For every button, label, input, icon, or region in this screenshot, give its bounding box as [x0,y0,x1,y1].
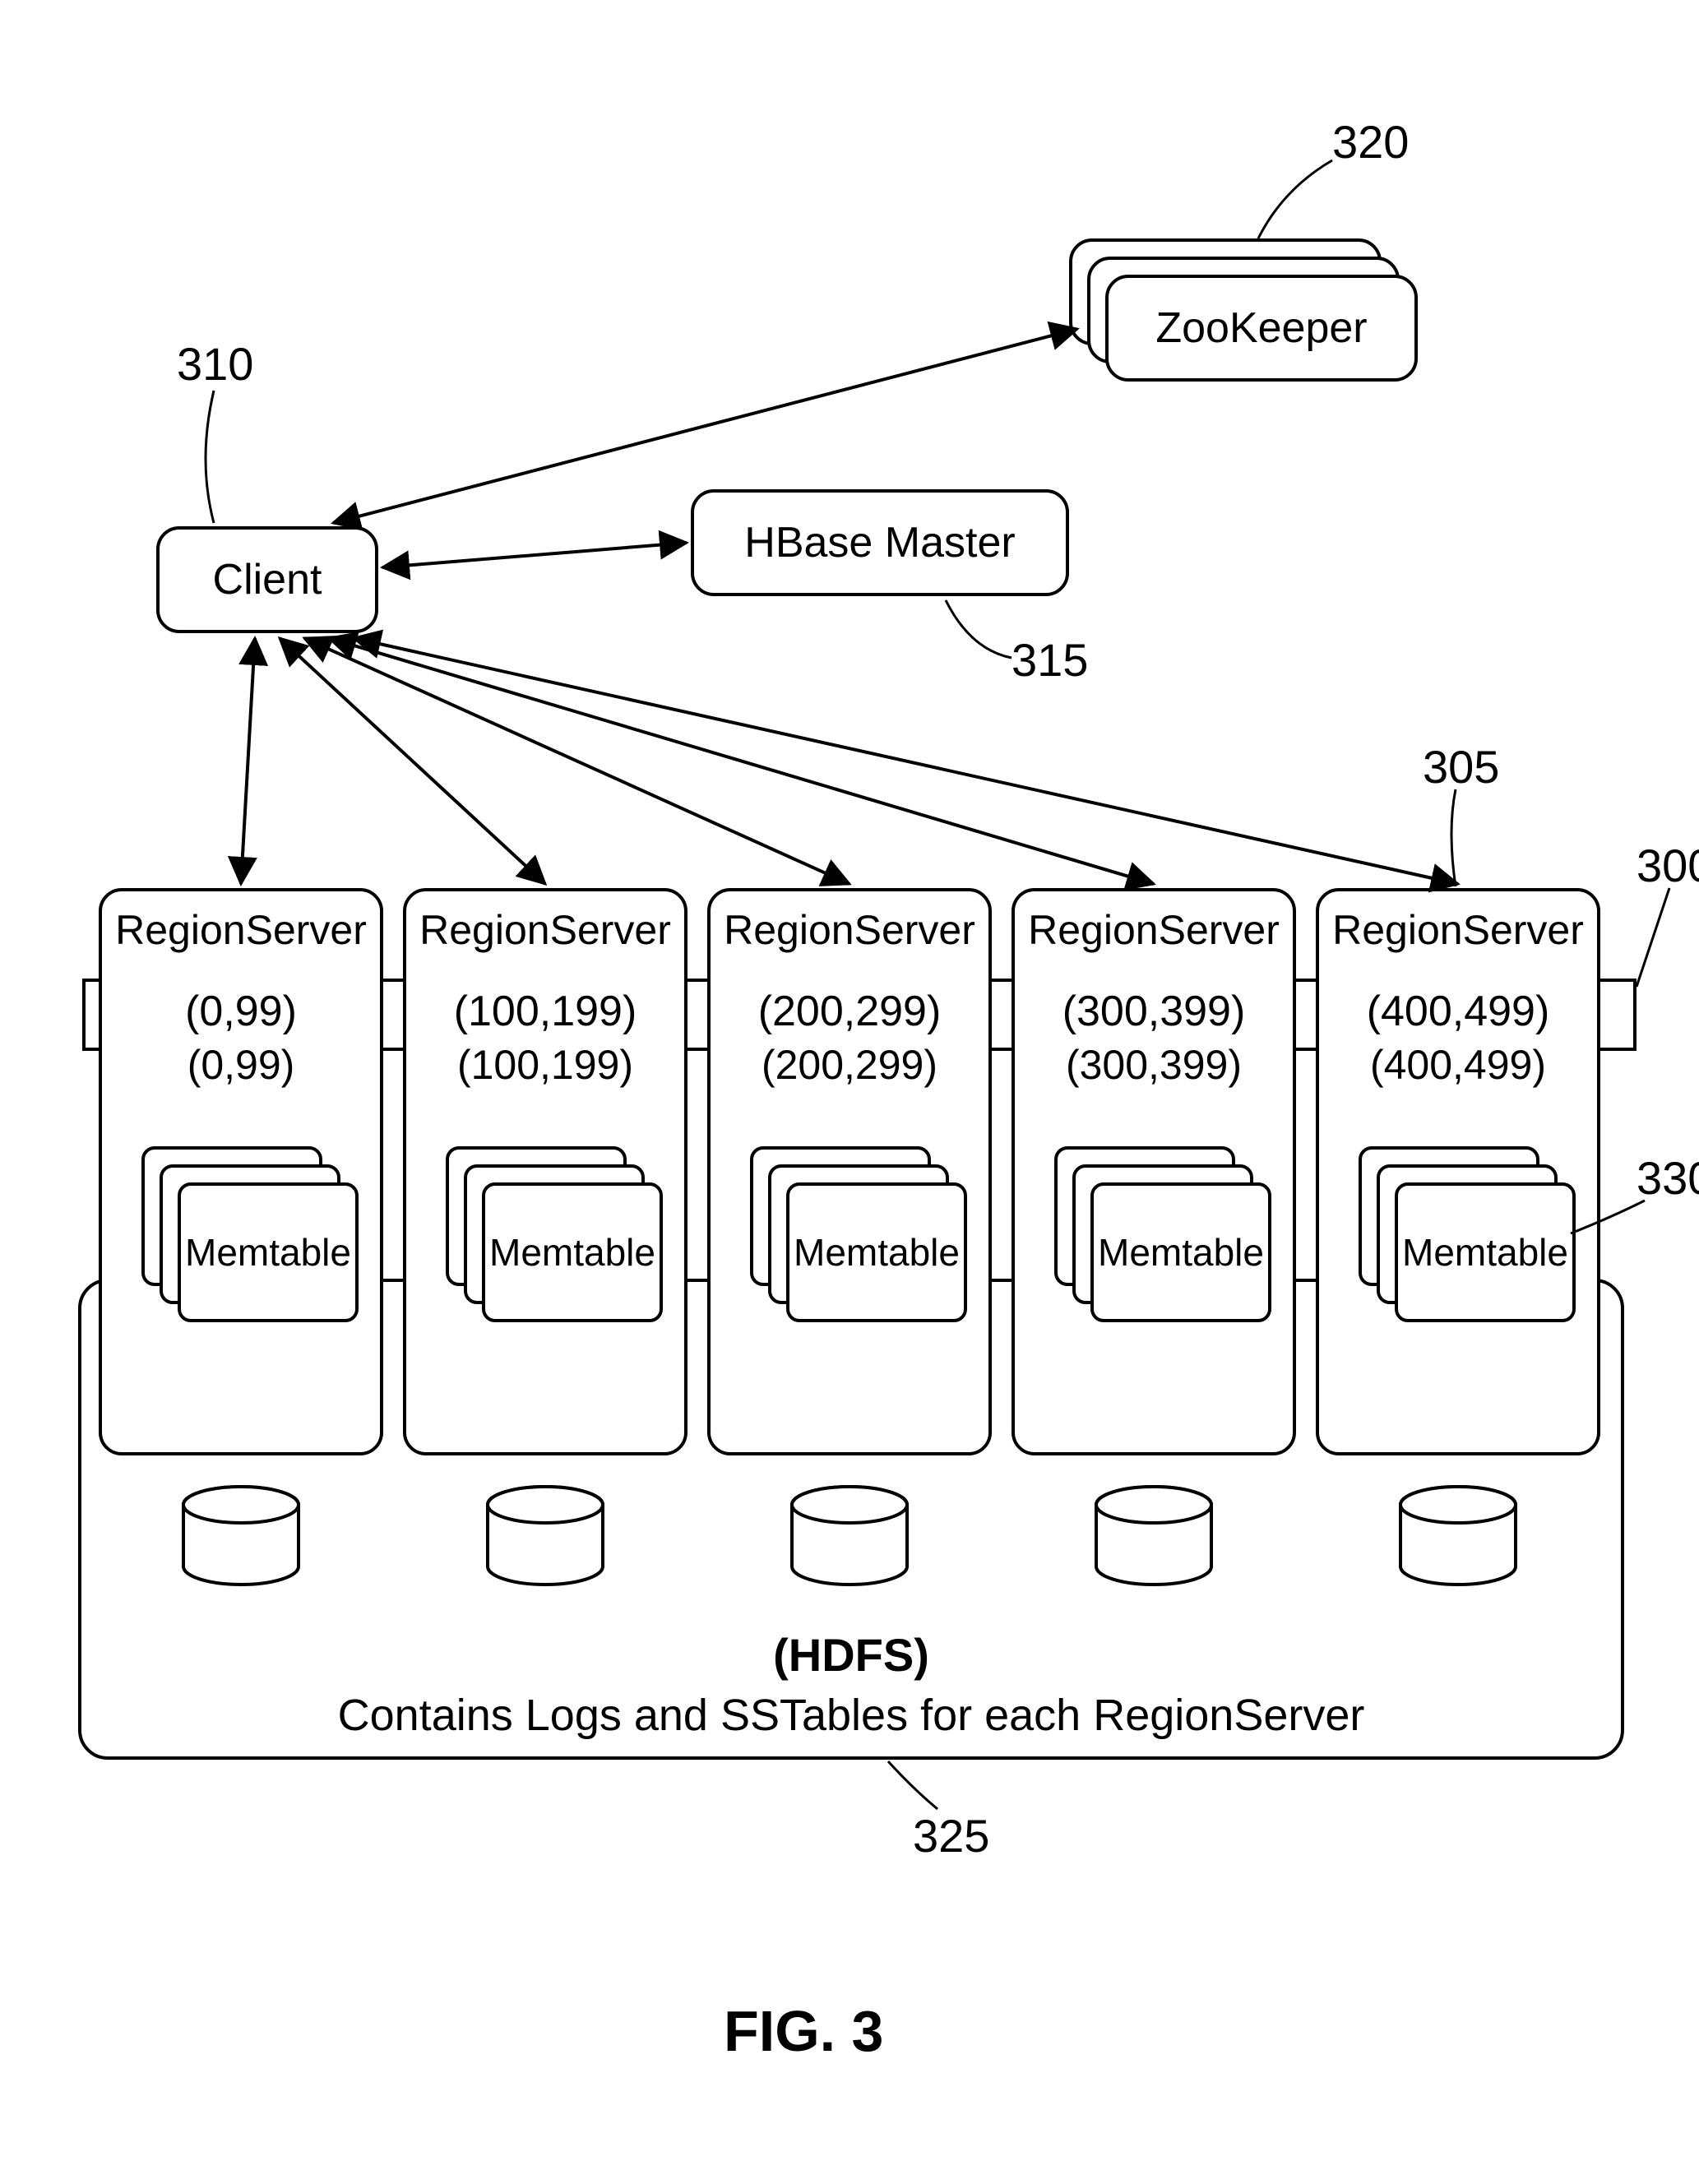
region-server-4: RegionServer (400,499) Memtable [1316,888,1600,1455]
leader-client [206,391,214,523]
rs-range-overlay: (400,499) [1316,987,1600,1036]
leader-scopebar [1637,888,1669,987]
rs-range: (100,199) [406,1041,684,1089]
memtable-stack: Memtable [1054,1146,1260,1319]
memtable-label: Memtable [489,1230,655,1275]
figure-title: FIG. 3 [724,1998,883,2064]
memtable-stack: Memtable [446,1146,651,1319]
memtable-front: Memtable [178,1182,359,1322]
rs-range: (200,299) [711,1041,988,1089]
leader-hbasemaster [946,600,1012,658]
rs-range: (0,99) [102,1041,380,1089]
zookeeper-label: ZooKeeper [1155,303,1367,353]
ref-region-server: 305 [1423,740,1499,794]
memtable-stack: Memtable [141,1146,347,1319]
ref-hdfs: 325 [913,1809,989,1862]
memtable-front: Memtable [1090,1182,1271,1322]
zookeeper-stack: ZooKeeper [1069,238,1423,386]
hbase-master-label: HBase Master [744,518,1015,567]
rs-range-overlay: (200,299) [707,987,992,1036]
leader-zookeeper [1258,160,1332,238]
client-label: Client [213,555,322,604]
ref-hbase-master: 315 [1012,633,1088,687]
leader-hdfs [888,1761,937,1809]
arrow-client-rs4 [354,638,1458,884]
rs-title: RegionServer [102,906,380,954]
region-server-0: RegionServer (0,99) Memtable [99,888,383,1455]
memtable-front: Memtable [786,1182,967,1322]
region-server-2: RegionServer (200,299) Memtable [707,888,992,1455]
ref-memtable: 330 [1637,1151,1699,1205]
rs-range: (400,499) [1319,1041,1597,1089]
ref-client: 310 [177,337,253,391]
arrow-client-hbasemaster [382,543,687,567]
arrow-client-rs2 [304,638,850,884]
hdfs-caption: Contains Logs and SSTables for each Regi… [78,1690,1624,1741]
memtable-label: Memtable [1098,1230,1264,1275]
rs-title: RegionServer [1015,906,1293,954]
hdfs-title: (HDFS) [78,1628,1624,1682]
memtable-label: Memtable [794,1230,960,1275]
rs-range: (300,399) [1015,1041,1293,1089]
memtable-stack: Memtable [1359,1146,1564,1319]
rs-range-overlay: (300,399) [1012,987,1296,1036]
rs-range-overlay: (100,199) [403,987,687,1036]
hbase-master-box: HBase Master [691,489,1069,596]
memtable-label: Memtable [1402,1230,1568,1275]
region-server-1: RegionServer (100,199) Memtable [403,888,687,1455]
diagram-canvas: Client HBase Master ZooKeeper RegionServ… [0,0,1699,2184]
rs-title: RegionServer [711,906,988,954]
zookeeper-front: ZooKeeper [1105,275,1418,382]
client-box: Client [156,526,378,633]
rs-title: RegionServer [406,906,684,954]
leader-rs [1451,789,1456,886]
rs-title: RegionServer [1319,906,1597,954]
arrow-client-rs1 [280,638,545,884]
memtable-label: Memtable [185,1230,351,1275]
memtable-stack: Memtable [750,1146,956,1319]
region-server-3: RegionServer (300,399) Memtable [1012,888,1296,1455]
arrow-client-rs0 [241,638,255,884]
ref-scope-bar: 300 [1637,839,1699,892]
memtable-front: Memtable [482,1182,663,1322]
memtable-front: Memtable [1395,1182,1576,1322]
ref-zookeeper: 320 [1332,115,1409,169]
rs-range-overlay: (0,99) [99,987,383,1036]
